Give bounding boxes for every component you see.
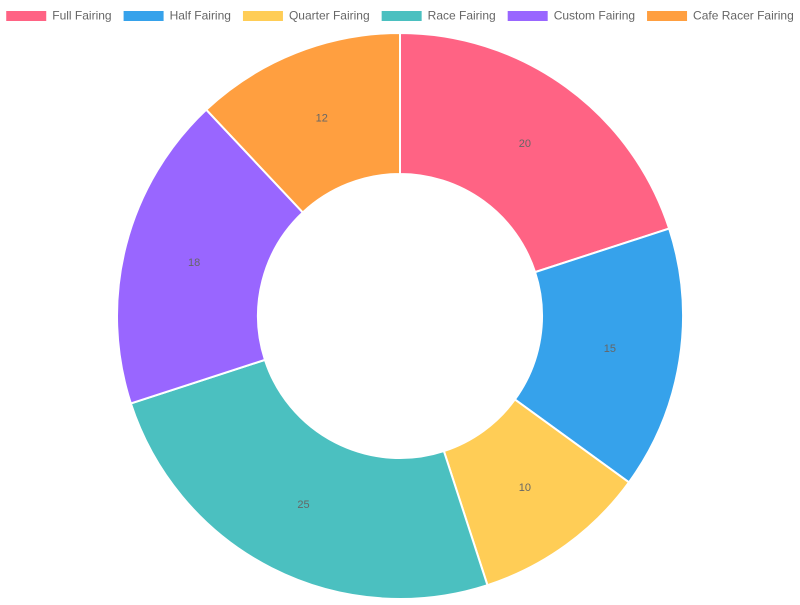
legend-item[interactable]: Cafe Racer Fairing — [647, 9, 794, 23]
legend-swatch[interactable] — [381, 11, 422, 21]
legend-item[interactable]: Quarter Fairing — [242, 9, 370, 23]
legend-label[interactable]: Cafe Racer Fairing — [693, 9, 794, 23]
legend-swatch[interactable] — [647, 11, 688, 21]
legend-item[interactable]: Full Fairing — [6, 9, 112, 23]
legend-item[interactable]: Half Fairing — [123, 9, 231, 23]
legend: Full Fairing Half Fairing Quarter Fairing R… — [6, 9, 794, 23]
value-label: 20 — [519, 138, 531, 150]
doughnut-segment — [399, 31, 671, 274]
legend-label[interactable]: Custom Fairing — [554, 9, 635, 23]
value-label: 15 — [604, 343, 616, 355]
doughnut-segment — [204, 31, 401, 214]
legend-label[interactable]: Race Fairing — [428, 9, 496, 23]
value-label: 25 — [297, 499, 309, 511]
legend-label[interactable]: Full Fairing — [52, 9, 111, 23]
legend-swatch[interactable] — [123, 11, 164, 21]
legend-label[interactable]: Half Fairing — [170, 9, 231, 23]
value-label: 18 — [188, 257, 200, 269]
legend-label[interactable]: Quarter Fairing — [289, 9, 370, 23]
doughnut-segment — [116, 108, 305, 405]
legend-swatch[interactable] — [242, 11, 283, 21]
doughnut-segment — [513, 227, 684, 484]
legend-item[interactable]: Custom Fairing — [507, 9, 635, 23]
legend-swatch[interactable] — [6, 11, 47, 21]
value-label: 10 — [519, 482, 531, 494]
value-label: 12 — [316, 112, 328, 124]
doughnut-segment — [129, 358, 489, 600]
legend-swatch[interactable] — [507, 11, 548, 21]
legend-item[interactable]: Race Fairing — [381, 9, 496, 23]
